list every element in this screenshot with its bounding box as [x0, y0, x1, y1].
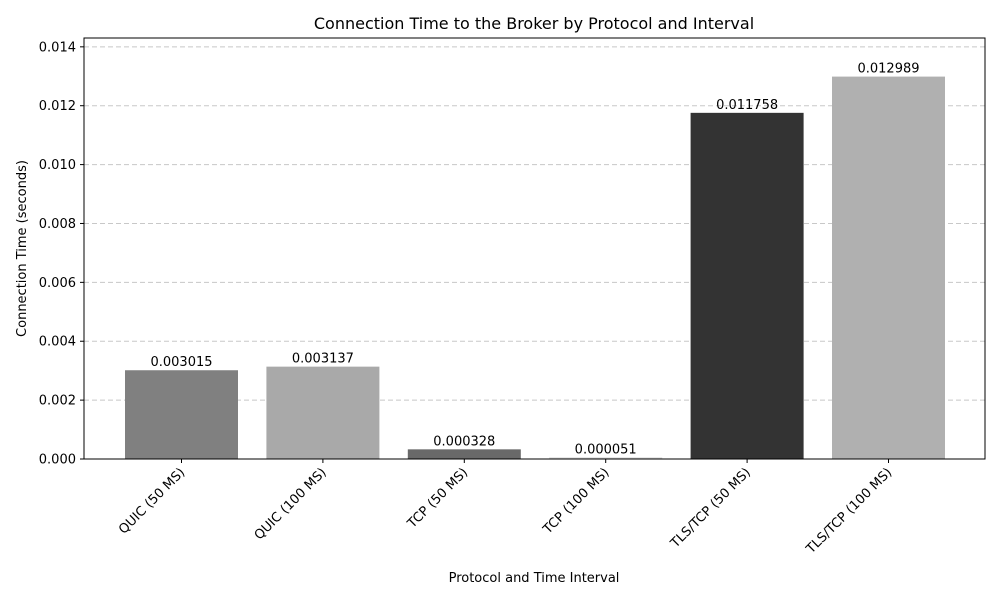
x-tick-label: TLS/TCP (100 MS)	[803, 465, 895, 557]
x-tick-label: QUIC (50 MS)	[116, 465, 188, 537]
y-tick-label: 0.010	[39, 158, 76, 173]
y-tick-label: 0.004	[39, 335, 76, 350]
x-axis-ticks: QUIC (50 MS) QUIC (100 MS) TCP (50 MS) TCP …	[116, 459, 895, 558]
x-tick-label: QUIC (100 MS)	[252, 465, 330, 543]
x-tick-label: TCP (100 MS)	[540, 465, 613, 538]
y-tick-label: 0.008	[39, 217, 76, 232]
bar	[832, 76, 945, 460]
y-axis-label: Connection Time (seconds)	[15, 160, 30, 337]
x-axis-label: Protocol and Time Interval	[449, 571, 620, 586]
bar-value-label: 0.000328	[433, 434, 495, 449]
bar-value-label: 0.012989	[857, 62, 919, 77]
chart-title: Connection Time to the Broker by Protoco…	[314, 14, 754, 33]
x-tick-label: TLS/TCP (50 MS)	[667, 465, 754, 552]
y-tick-label: 0.012	[39, 99, 76, 114]
bar-value-label: 0.003137	[292, 352, 354, 367]
bar	[125, 370, 238, 459]
data-labels: 0.003015 0.003137 0.000328 0.000051 0.011758…	[150, 62, 919, 458]
bar	[549, 457, 663, 459]
bars	[125, 76, 945, 460]
bar	[266, 366, 380, 459]
y-axis-ticks: 0.000 0.002 0.004 0.006 0.008 0.010 0.012 0.014	[39, 40, 84, 468]
plot-frame	[83, 37, 986, 460]
bar-value-label: 0.011758	[716, 98, 778, 113]
bar-value-label: 0.003015	[150, 355, 212, 370]
bar-value-label: 0.000051	[575, 442, 637, 457]
x-tick-label: TCP (50 MS)	[404, 465, 471, 532]
bar	[407, 449, 521, 459]
y-tick-label: 0.000	[39, 453, 76, 468]
y-tick-label: 0.002	[39, 394, 76, 409]
y-tick-label: 0.014	[39, 40, 76, 55]
y-tick-label: 0.006	[39, 276, 76, 291]
bar	[690, 112, 804, 460]
gridlines	[84, 46, 985, 401]
